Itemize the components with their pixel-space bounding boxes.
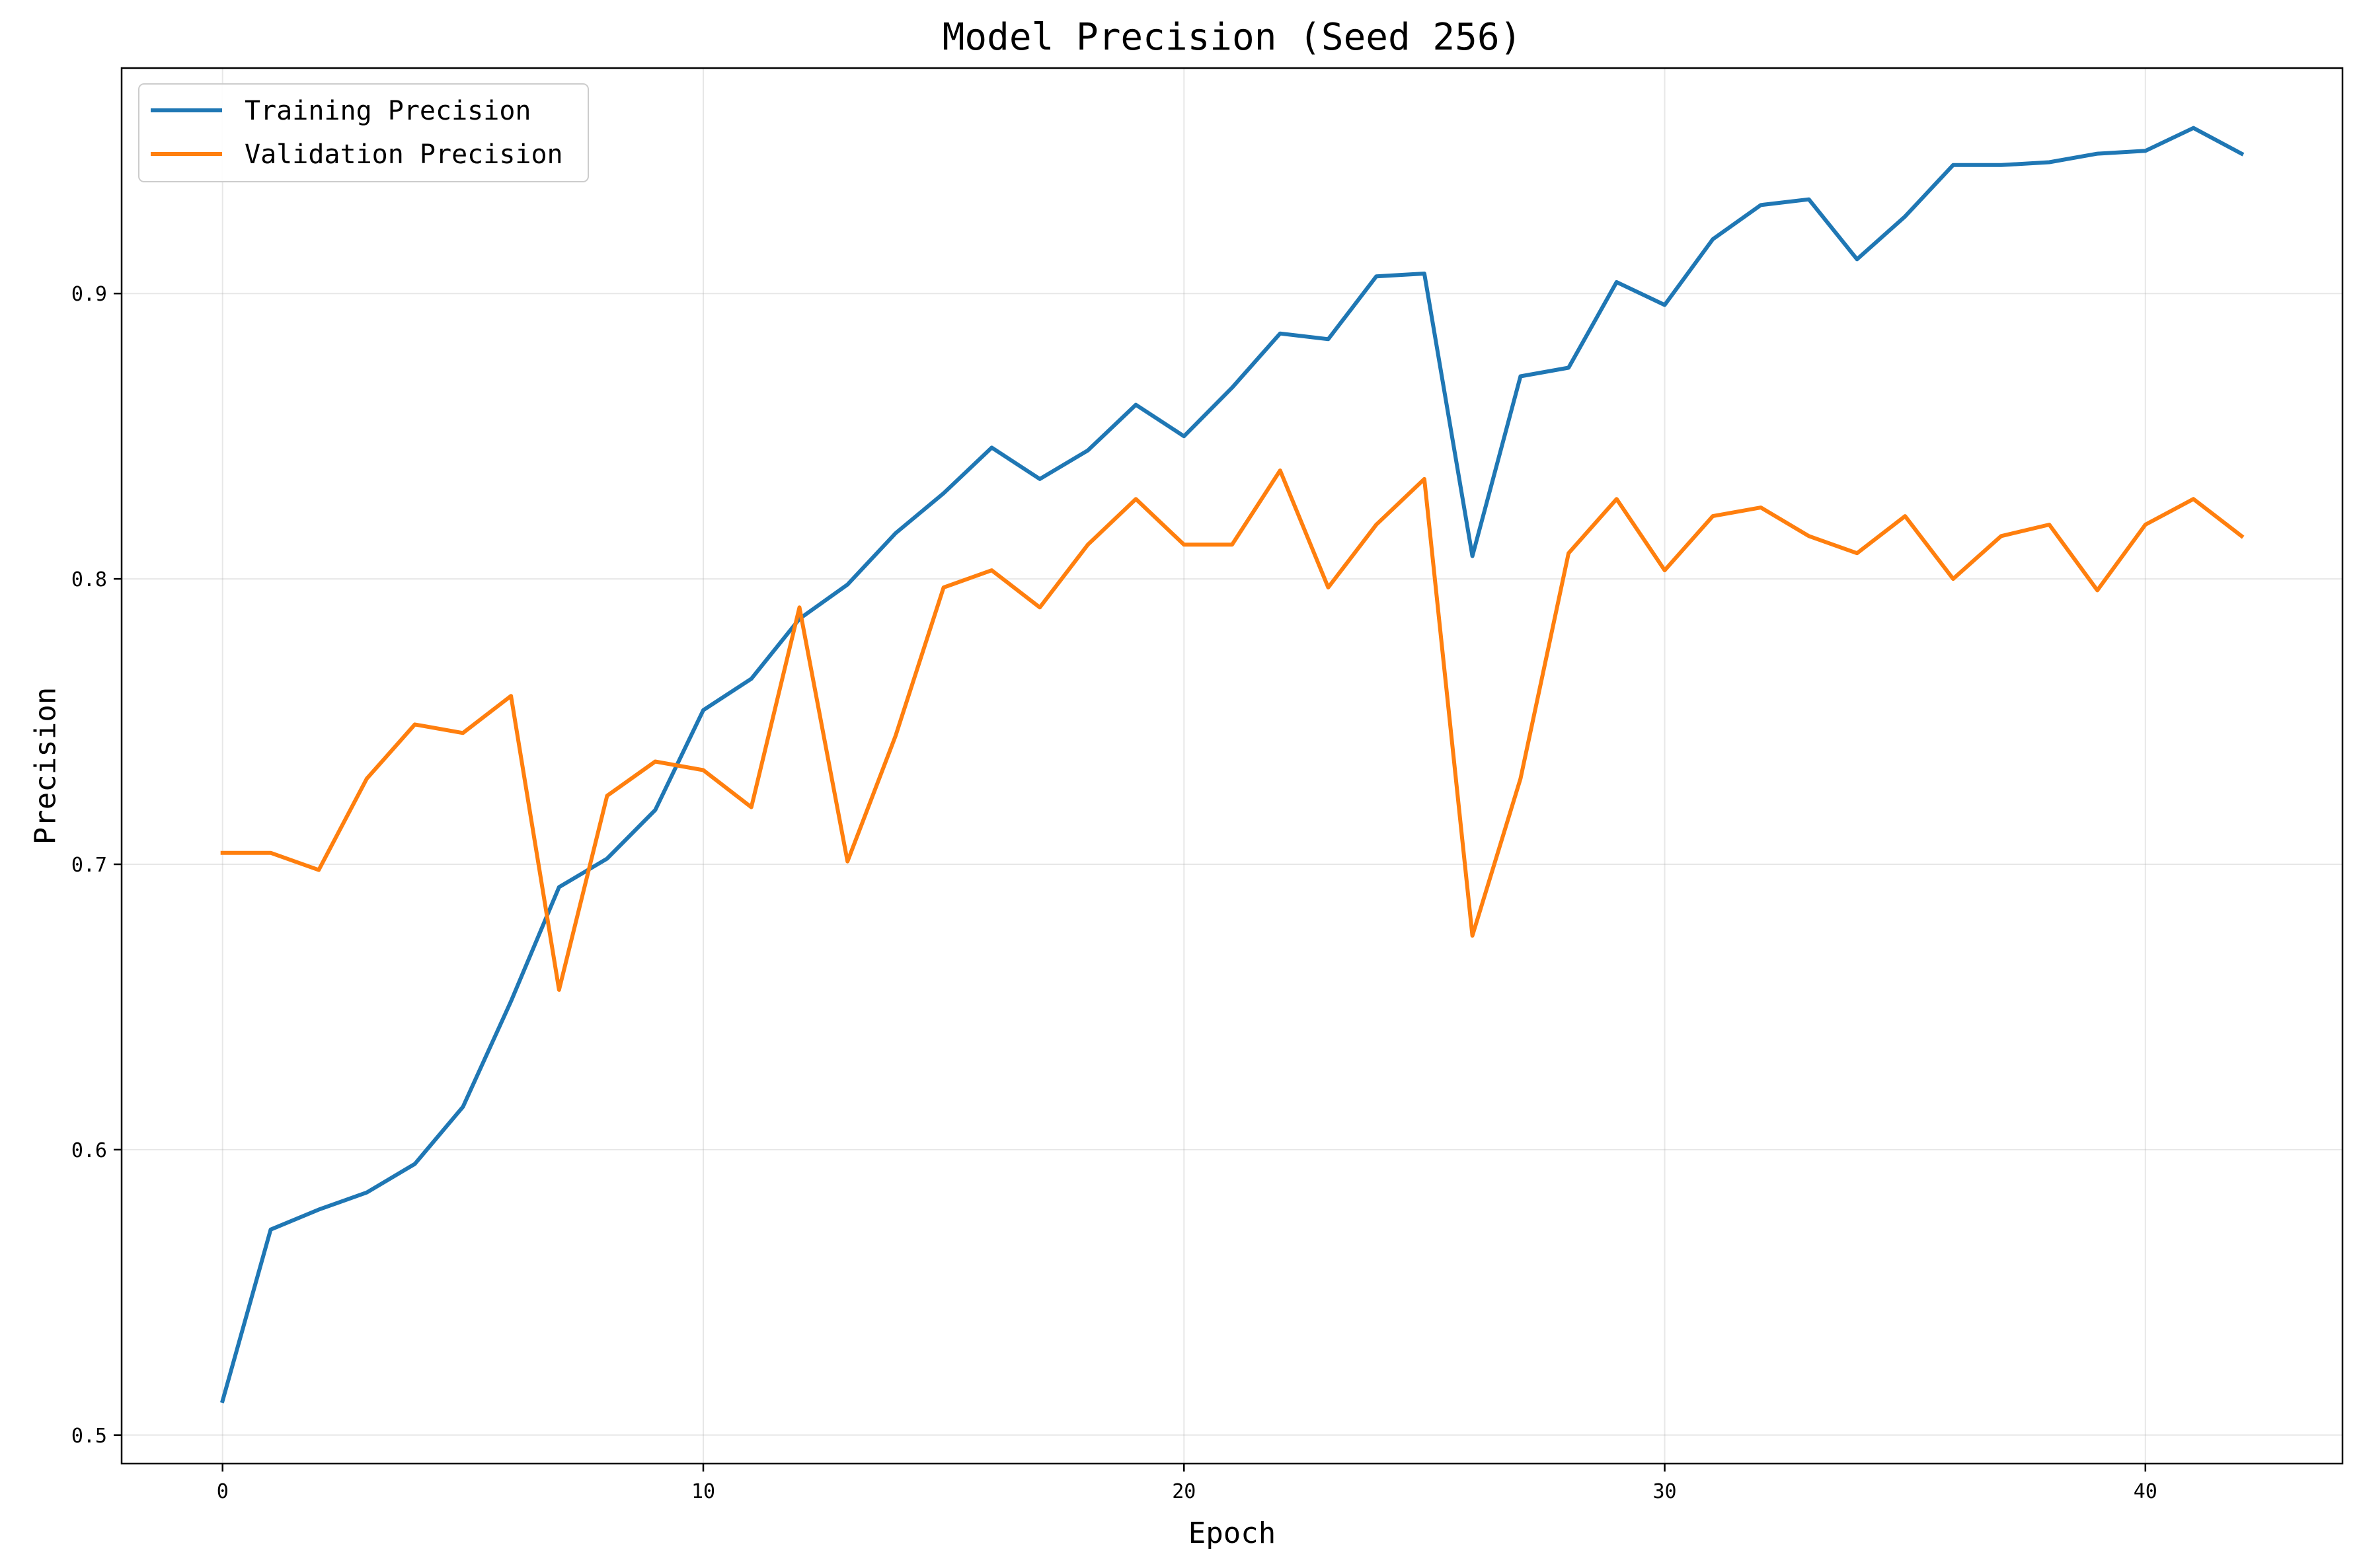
x-tick-label: 10 — [691, 1480, 715, 1503]
y-tick-label: 0.5 — [71, 1425, 107, 1448]
legend: Training Precision Validation Precision — [138, 83, 589, 182]
series-line-training — [220, 126, 2245, 1403]
legend-label-training: Training Precision — [245, 96, 531, 126]
y-tick-label: 0.9 — [71, 283, 107, 306]
chart-title: Model Precision (Seed 256) — [943, 16, 1522, 59]
y-axis: 0.5 0.6 0.7 0.8 0.9 — [71, 283, 122, 1448]
plot-lines — [220, 126, 2245, 1403]
y-tick-label: 0.7 — [71, 854, 107, 877]
x-tick-label: 0 — [217, 1480, 229, 1503]
x-axis: 0 10 20 30 40 — [217, 1464, 2157, 1503]
legend-box — [138, 83, 589, 182]
grid — [122, 68, 2342, 1464]
y-tick-label: 0.8 — [71, 568, 107, 591]
plot-frame — [120, 67, 2344, 1465]
x-tick-label: 40 — [2134, 1480, 2157, 1503]
x-axis-title: Epoch — [1188, 1516, 1276, 1550]
legend-label-validation: Validation Precision — [245, 139, 563, 170]
y-tick-label: 0.6 — [71, 1139, 107, 1162]
y-axis-title: Precision — [28, 687, 62, 844]
series-line-validation — [220, 468, 2245, 992]
x-tick-label: 20 — [1172, 1480, 1196, 1503]
x-tick-label: 30 — [1652, 1480, 1676, 1503]
